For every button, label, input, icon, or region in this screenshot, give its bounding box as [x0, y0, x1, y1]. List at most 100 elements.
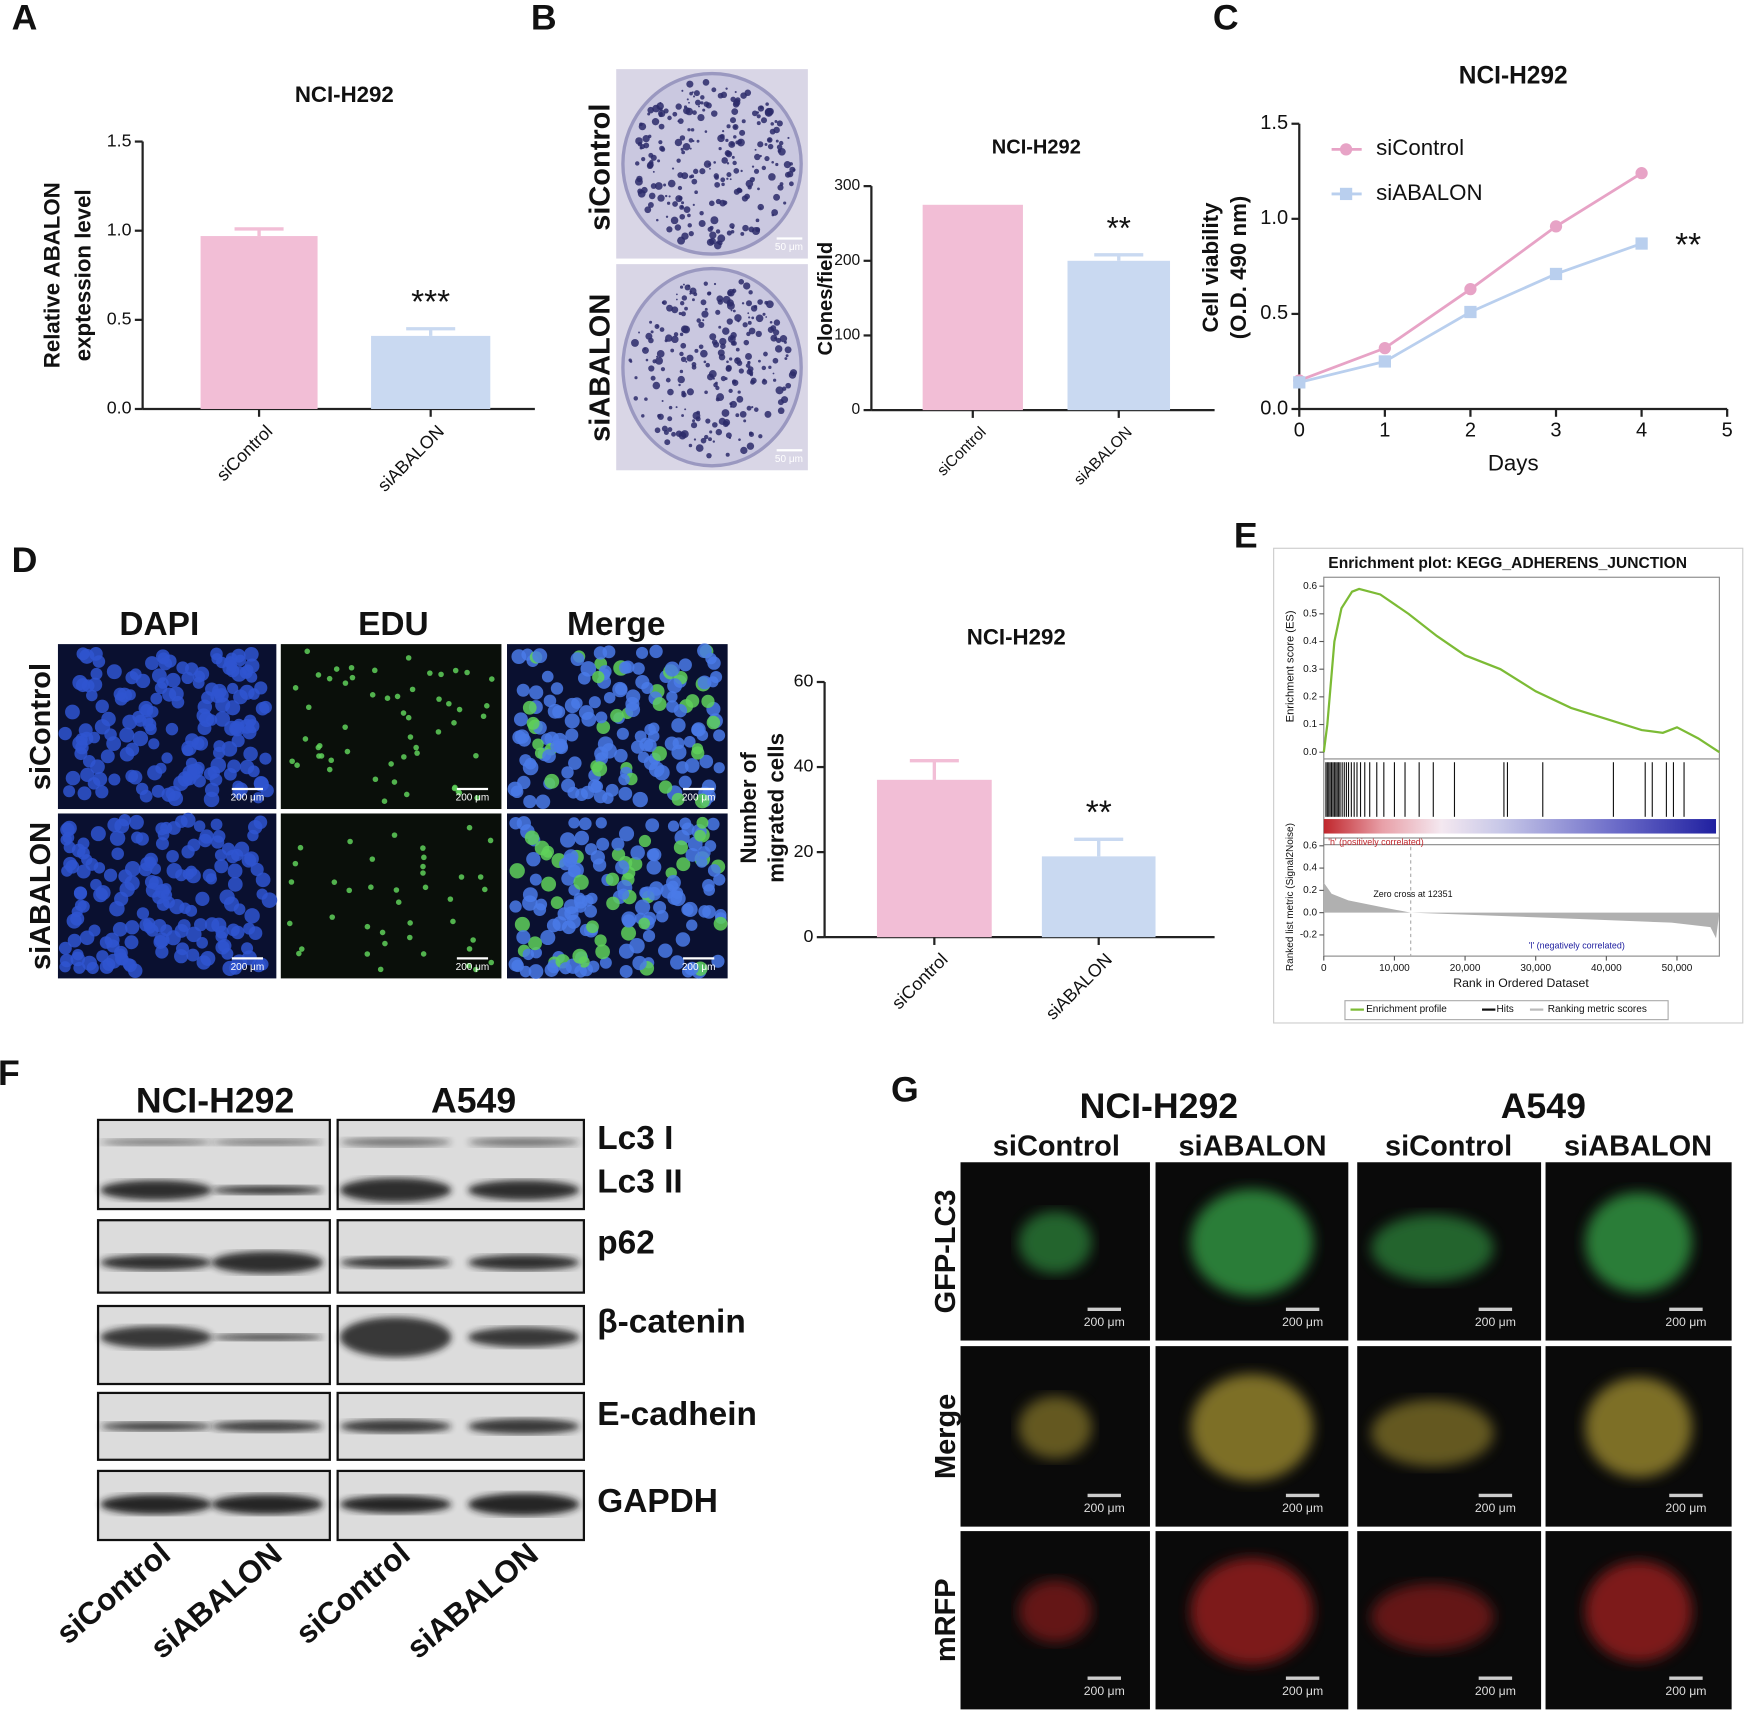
colony [711, 87, 717, 93]
colony [641, 186, 648, 194]
colony [635, 137, 643, 145]
nucleus [571, 697, 583, 709]
colony [679, 213, 686, 220]
nucleus [148, 738, 160, 750]
nucleus [61, 820, 77, 836]
colony [689, 287, 697, 295]
colony [638, 331, 640, 334]
colony [726, 318, 733, 325]
nucleus [614, 748, 628, 763]
nucleus [158, 657, 173, 671]
y-tick-label: 0.0 [1303, 907, 1317, 918]
colony [692, 203, 695, 206]
colony [678, 311, 682, 316]
nucleus [210, 835, 225, 849]
colony [706, 452, 712, 459]
nucleus [304, 648, 311, 655]
nucleus [369, 856, 376, 862]
nucleus [480, 713, 487, 720]
nucleus [466, 946, 473, 952]
colony [740, 231, 745, 236]
nucleus [618, 943, 635, 959]
colony [700, 349, 708, 358]
band [211, 1138, 324, 1146]
nucleus [664, 736, 679, 751]
colony [675, 406, 678, 409]
nucleus [407, 920, 413, 926]
colony [652, 381, 661, 390]
colony [686, 354, 694, 362]
colony [748, 316, 751, 319]
band [468, 1327, 580, 1348]
nucleus [543, 694, 557, 708]
y-tick-label: 0.0 [107, 398, 132, 418]
nucleus [522, 700, 537, 715]
nucleus [255, 872, 271, 888]
nucleus [166, 863, 183, 879]
y-tick-label: 0.5 [1303, 608, 1317, 619]
nucleus [93, 887, 108, 903]
colony [704, 130, 708, 133]
nucleus [230, 925, 245, 940]
band [211, 1494, 324, 1515]
nucleus [221, 741, 238, 757]
y-axis-label: Number of [736, 752, 761, 864]
colony [680, 205, 684, 209]
colony [679, 369, 684, 374]
colony [714, 181, 721, 188]
band [339, 1256, 452, 1269]
colony [708, 163, 711, 166]
nucleus [696, 816, 709, 829]
colony [681, 172, 689, 180]
nucleus [227, 759, 241, 774]
nucleus [132, 710, 145, 723]
colony [730, 142, 735, 146]
band [211, 1251, 324, 1274]
colony [684, 284, 691, 291]
nucleus [77, 786, 92, 801]
colony [764, 155, 770, 162]
nucleus [407, 734, 414, 740]
nucleus [564, 713, 580, 729]
nucleus [104, 728, 117, 741]
band [100, 1326, 212, 1349]
colony [761, 365, 767, 371]
nucleus [519, 965, 532, 978]
colony [773, 193, 781, 201]
nucleus [658, 780, 673, 794]
colony [684, 306, 688, 311]
bar [1041, 856, 1156, 938]
colony [739, 129, 746, 136]
colony [725, 87, 728, 90]
nucleus [547, 703, 563, 719]
colony [667, 179, 676, 188]
y-tick-label: 200 [834, 252, 860, 269]
colony [688, 443, 693, 448]
nucleus [605, 872, 620, 886]
colony [702, 319, 705, 322]
nucleus [227, 863, 243, 879]
colony [702, 108, 706, 112]
nucleus [619, 826, 635, 842]
colony [735, 347, 740, 352]
y-axis-label: Cell viability [1198, 202, 1223, 333]
nucleus [540, 929, 556, 946]
colony [726, 172, 732, 178]
colony [681, 201, 685, 205]
column-header: NCI-H292 [1080, 1086, 1238, 1126]
nucleus [58, 726, 72, 741]
colony [729, 336, 734, 341]
nucleus [182, 868, 195, 880]
cell [1371, 1399, 1494, 1467]
nucleus [701, 694, 715, 708]
nucleus [619, 965, 633, 978]
legend-marker [1339, 187, 1353, 201]
band [211, 1420, 324, 1432]
colony [703, 160, 712, 168]
nucleus [639, 887, 651, 899]
colony [690, 128, 695, 132]
nucleus [581, 711, 597, 727]
colony [641, 414, 645, 418]
nucleus [446, 700, 452, 707]
cell [1585, 1377, 1693, 1478]
